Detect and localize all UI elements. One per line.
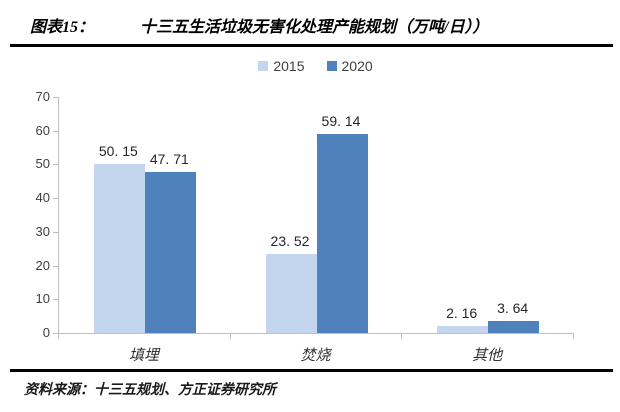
x-axis-tick-mark bbox=[573, 334, 574, 339]
y-axis-tick-mark bbox=[53, 130, 58, 132]
y-axis-tick-mark bbox=[53, 265, 58, 267]
source-note: 资料来源：十三五规划、方正证券研究所 bbox=[24, 383, 276, 398]
legend-item-2020: 2020 bbox=[326, 58, 373, 74]
x-axis-tick-mark bbox=[401, 334, 403, 339]
bar-value-label: 2. 16 bbox=[446, 304, 478, 321]
bar-2015-填埋 bbox=[93, 163, 145, 333]
y-axis-tick-mark bbox=[53, 299, 58, 301]
figure-header: 图表15： 十三五生活垃圾无害化处理产能规划（万吨/日）） bbox=[10, 0, 613, 47]
y-axis-tick-label: 30 bbox=[35, 223, 50, 239]
y-axis-tick-label: 40 bbox=[35, 190, 50, 206]
x-axis-tick-mark bbox=[229, 334, 231, 339]
chart-legend: 2015 2020 bbox=[58, 58, 573, 74]
legend-swatch-icon bbox=[258, 61, 269, 71]
bar-value-label: 3. 64 bbox=[497, 299, 529, 316]
y-axis-tick-label: 50 bbox=[35, 156, 50, 172]
y-axis-tick-label: 20 bbox=[35, 257, 50, 273]
y-axis-tick-mark bbox=[53, 333, 58, 334]
y-axis-tick-label: 10 bbox=[35, 291, 50, 307]
legend-item-2015: 2015 bbox=[258, 58, 305, 74]
x-axis-category-label: 填埋 bbox=[128, 348, 159, 364]
x-axis-category-label: 其他 bbox=[472, 348, 503, 364]
plot-area bbox=[58, 97, 574, 334]
divider bbox=[10, 369, 613, 372]
bar-2015-其他 bbox=[437, 325, 489, 333]
legend-label: 2020 bbox=[341, 58, 373, 74]
bar-value-label: 59. 14 bbox=[321, 112, 361, 129]
x-axis-tick-mark bbox=[58, 334, 59, 339]
bar-value-label: 50. 15 bbox=[98, 142, 138, 159]
bar-value-label: 47. 71 bbox=[149, 151, 189, 168]
bar-2020-其他 bbox=[488, 320, 540, 333]
y-axis-tick-mark bbox=[53, 231, 58, 233]
legend-swatch-icon bbox=[326, 61, 337, 71]
y-axis-tick-label: 60 bbox=[35, 122, 50, 138]
y-axis-tick-mark bbox=[53, 164, 58, 166]
y-axis-tick-mark bbox=[53, 198, 58, 200]
x-axis-category-label: 焚烧 bbox=[300, 348, 331, 364]
y-axis-tick-mark bbox=[53, 97, 58, 98]
bar-2020-焚烧 bbox=[316, 133, 368, 333]
y-axis-tick-label: 70 bbox=[35, 89, 50, 104]
figure-title: 十三五生活垃圾无害化处理产能规划（万吨/日）） bbox=[140, 19, 489, 36]
legend-label: 2015 bbox=[273, 58, 305, 74]
bar-2015-焚烧 bbox=[265, 253, 317, 333]
bar-2020-填埋 bbox=[144, 172, 196, 333]
figure-label: 图表15： bbox=[30, 19, 95, 36]
bar-value-label: 23. 52 bbox=[270, 232, 310, 249]
y-axis-tick-label: 0 bbox=[42, 325, 50, 340]
